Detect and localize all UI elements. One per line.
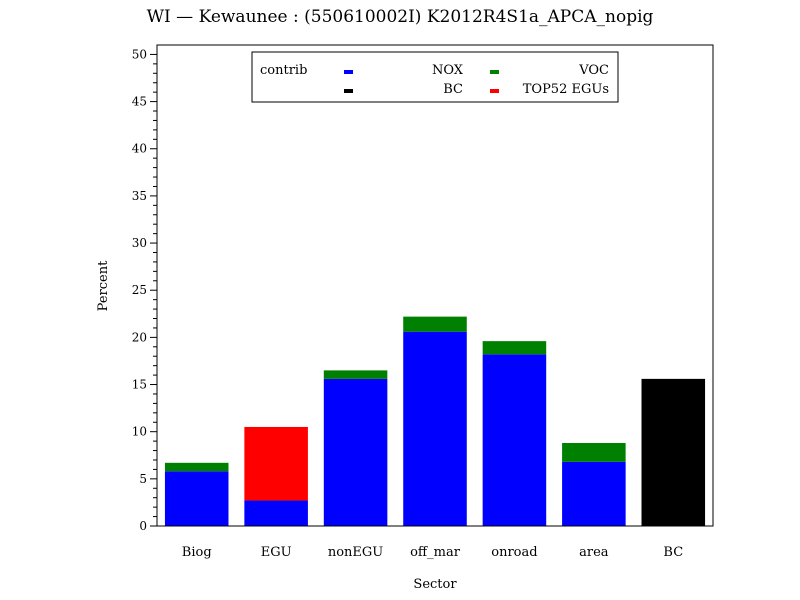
y-tick-label: 20 (132, 330, 147, 344)
bar-area-VOC (562, 443, 626, 462)
x-tick-label: off_mar (410, 545, 461, 560)
y-tick-label: 40 (132, 142, 147, 156)
x-tick-label: Biog (182, 545, 212, 560)
bar-EGU-TOP52-EGUs (244, 426, 308, 501)
x-axis-label: Sector (413, 577, 457, 592)
legend-label: TOP52 EGUs (523, 82, 609, 97)
y-tick-label: 5 (139, 472, 147, 486)
bar-nonEGU-VOC (323, 370, 388, 379)
legend-box (251, 51, 619, 103)
y-axis-label: Percent (96, 260, 111, 311)
legend-swatch (344, 89, 353, 93)
x-tick-label: area (579, 545, 609, 560)
x-tick-label: onroad (491, 545, 537, 560)
chart-title: WI — Kewaunee : (550610002I) K2012R4S1a_… (147, 7, 654, 27)
x-tick-label: EGU (261, 545, 292, 560)
y-tick-label: 0 (139, 519, 147, 533)
legend-label: VOC (578, 63, 609, 78)
x-tick-label: nonEGU (328, 545, 383, 560)
bar-nonEGU-NOX (323, 378, 388, 526)
y-tick-label: 45 (132, 95, 147, 109)
y-axis-ticks: 0 5 10 15 20 25 30 35 40 45 50 (132, 47, 157, 533)
bar-onroad-VOC (482, 341, 547, 355)
legend-swatch (490, 70, 499, 74)
bar-Biog-NOX (164, 471, 229, 526)
legend-label: BC (443, 82, 463, 97)
bar-onroad-NOX (482, 354, 547, 526)
bar-off_mar-VOC (403, 316, 467, 332)
bar-Biog-VOC (164, 462, 229, 472)
bar-off_mar-NOX (403, 331, 467, 526)
legend-swatch (490, 89, 499, 93)
legend: contrib NOX VOC BC TOP52 EGUs (251, 51, 619, 103)
legend-label: NOX (432, 63, 464, 78)
plot-frame (156, 44, 714, 527)
legend-swatch (344, 70, 353, 74)
x-axis-labels: Biog EGU nonEGU off_mar onroad area BC (182, 545, 683, 560)
y-tick-label: 35 (132, 189, 147, 203)
legend-title: contrib (260, 63, 307, 78)
bars (164, 316, 706, 526)
bar-area-NOX (562, 461, 626, 526)
y-tick-label: 25 (132, 283, 147, 297)
y-tick-label: 50 (132, 47, 147, 61)
x-tick-label: BC (663, 545, 683, 560)
bar-EGU-NOX (244, 500, 308, 526)
y-tick-label: 30 (132, 236, 147, 250)
bar-BC-BC (641, 378, 706, 526)
y-tick-label: 10 (132, 425, 147, 439)
y-tick-label: 15 (132, 378, 147, 392)
